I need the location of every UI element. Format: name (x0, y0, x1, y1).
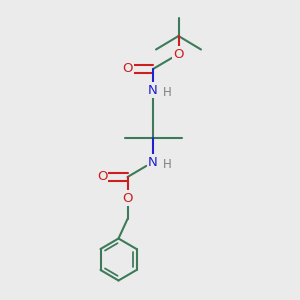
Text: O: O (122, 62, 133, 76)
Text: O: O (122, 191, 133, 205)
Text: O: O (173, 47, 184, 61)
Text: N: N (148, 155, 158, 169)
Text: H: H (163, 86, 172, 99)
Text: H: H (163, 158, 172, 171)
Text: O: O (97, 170, 107, 184)
Text: N: N (148, 83, 158, 97)
